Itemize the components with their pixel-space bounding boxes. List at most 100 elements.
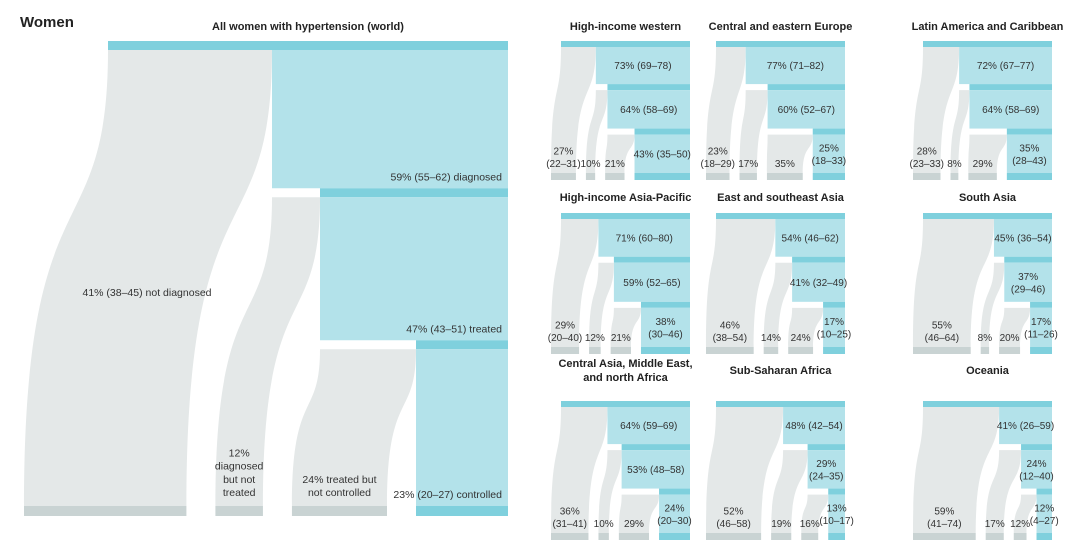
stage-label-1: 24% (12–40) — [1019, 459, 1053, 483]
dropout-bar-2 — [788, 347, 814, 354]
total-bar — [716, 401, 845, 407]
dropout-flow-1 — [589, 262, 614, 347]
dropout-flow-2 — [291, 349, 416, 506]
dropout-label-0: 41% (38–45) not diagnosed — [82, 287, 211, 299]
panel-title: All women with hypertension (world) — [212, 21, 404, 33]
stage-block-1 — [621, 450, 690, 489]
dropout-label-1: 19% — [771, 519, 791, 530]
dropout-bar-0 — [551, 533, 589, 540]
stage-label-0: 71% (60–80) — [616, 233, 673, 244]
dropout-flow-2 — [610, 307, 641, 347]
stage-bar-3 — [1006, 173, 1052, 180]
stage-label-0: 59% (55–62) diagnosed — [390, 171, 502, 183]
dropout-flow-2 — [618, 494, 660, 533]
stage-block-1 — [320, 197, 508, 341]
stage-block-2 — [828, 494, 845, 533]
dropout-label-1: 10% — [594, 519, 614, 530]
stage-bar-1 — [1021, 444, 1052, 451]
panel-3: Latin America and Caribbean 72% (67–77) 64… — [910, 21, 1064, 180]
stage-bar-3 — [416, 506, 508, 516]
stage-bar-3 — [823, 347, 845, 354]
dropout-bar-2 — [1013, 533, 1027, 540]
panel-title: Latin America and Caribbean — [912, 21, 1064, 33]
stage-bar-1 — [613, 256, 690, 263]
dropout-label-2: 24% — [791, 333, 811, 344]
dropout-label-2: 29% — [973, 159, 993, 170]
dropout-bar-2 — [291, 506, 387, 516]
stage-bar-1 — [607, 84, 690, 91]
panel-title: High-income Asia-Pacific — [560, 192, 692, 204]
stage-label-1: 41% (32–49) — [790, 278, 847, 289]
dropout-label-1: 14% — [761, 333, 781, 344]
dropout-bar-0 — [551, 347, 580, 354]
panel-title: Oceania — [966, 365, 1010, 377]
dropout-label-1: 12% diagnosed but not treated — [215, 448, 264, 499]
stage-bar-2 — [1036, 488, 1052, 495]
stage-block-1 — [613, 262, 690, 302]
stage-block-2 — [1030, 307, 1052, 347]
dropout-label-0: 29% (20–40) — [548, 321, 582, 345]
panel-8: Sub-Saharan Africa 48% (42–54) 29% (24–35) 1… — [706, 365, 854, 540]
dropout-label-0: 46% (38–54) — [713, 321, 747, 345]
dropout-bar-0 — [706, 533, 762, 540]
dropout-label-0: 52% (46–58) — [716, 507, 750, 531]
stage-bar-3 — [634, 173, 690, 180]
stage-bar-3 — [1030, 347, 1052, 354]
stage-bar-1 — [1004, 256, 1052, 263]
dropout-flow-1 — [215, 197, 320, 506]
total-bar — [716, 213, 845, 219]
dropout-bar-0 — [706, 173, 730, 180]
dropout-bar-2 — [766, 173, 803, 180]
stage-block-0 — [999, 407, 1052, 445]
dropout-label-0: 59% (41–74) — [927, 507, 961, 531]
panel-title: South Asia — [959, 192, 1017, 204]
dropout-flow-1 — [598, 450, 622, 533]
stage-label-0: 64% (59–69) — [620, 421, 677, 432]
stage-block-0 — [598, 219, 690, 257]
stage-bar-3 — [640, 347, 690, 354]
stage-block-2 — [823, 307, 845, 347]
dropout-bar-2 — [610, 347, 631, 354]
stage-label-0: 41% (26–59) — [997, 421, 1054, 432]
stage-block-2 — [640, 307, 690, 347]
stage-bar-3 — [828, 533, 845, 540]
dropout-bar-2 — [801, 533, 819, 540]
stage-bar-3 — [659, 533, 690, 540]
stage-bar-1 — [767, 84, 845, 91]
stage-bar-2 — [640, 301, 690, 308]
dropout-flow-0 — [551, 407, 608, 533]
panel-title: Central and eastern Europe — [709, 21, 853, 33]
stage-block-2 — [634, 134, 690, 173]
panel-9: Oceania 41% (26–59) 24% (12–40) 12% (4–27) 59%… — [913, 365, 1059, 540]
panel-7: Central Asia, Middle East, and north Afri… — [551, 358, 693, 540]
panel-0: All women with hypertension (world) 59% (… — [24, 21, 508, 516]
dropout-label-1: 8% — [978, 333, 993, 344]
stage-bar-1 — [807, 444, 845, 451]
dropout-bar-1 — [763, 347, 779, 354]
stage-label-1: 47% (43–51) treated — [406, 323, 502, 335]
stage-bar-1 — [969, 84, 1052, 91]
dropout-bar-0 — [551, 173, 576, 180]
dropout-label-0: 55% (46–64) — [925, 321, 959, 345]
stage-label-0: 54% (46–62) — [782, 233, 839, 244]
dropout-flow-1 — [763, 262, 793, 347]
dropout-bar-1 — [950, 173, 959, 180]
stage-label-0: 77% (71–82) — [767, 61, 824, 72]
dropout-flow-2 — [801, 494, 829, 533]
stage-bar-3 — [1036, 533, 1052, 540]
stage-bar-2 — [828, 488, 845, 495]
total-bar — [923, 41, 1052, 47]
stage-label-2: 25% (18–33) — [812, 143, 846, 167]
dropout-flow-2 — [1013, 494, 1037, 533]
stage-label-1: 59% (52–65) — [623, 278, 680, 289]
stage-label-0: 48% (42–54) — [785, 421, 842, 432]
stage-label-2: 43% (35–50) — [634, 149, 691, 160]
dropout-flow-2 — [999, 307, 1031, 347]
dropout-bar-1 — [598, 533, 609, 540]
stage-block-1 — [607, 90, 690, 129]
dropout-flow-1 — [985, 450, 1022, 533]
panel-title: Central Asia, Middle East, and north Afri… — [558, 358, 692, 384]
total-bar — [561, 213, 690, 219]
total-bar — [923, 213, 1052, 219]
dropout-flow-1 — [980, 262, 1005, 347]
